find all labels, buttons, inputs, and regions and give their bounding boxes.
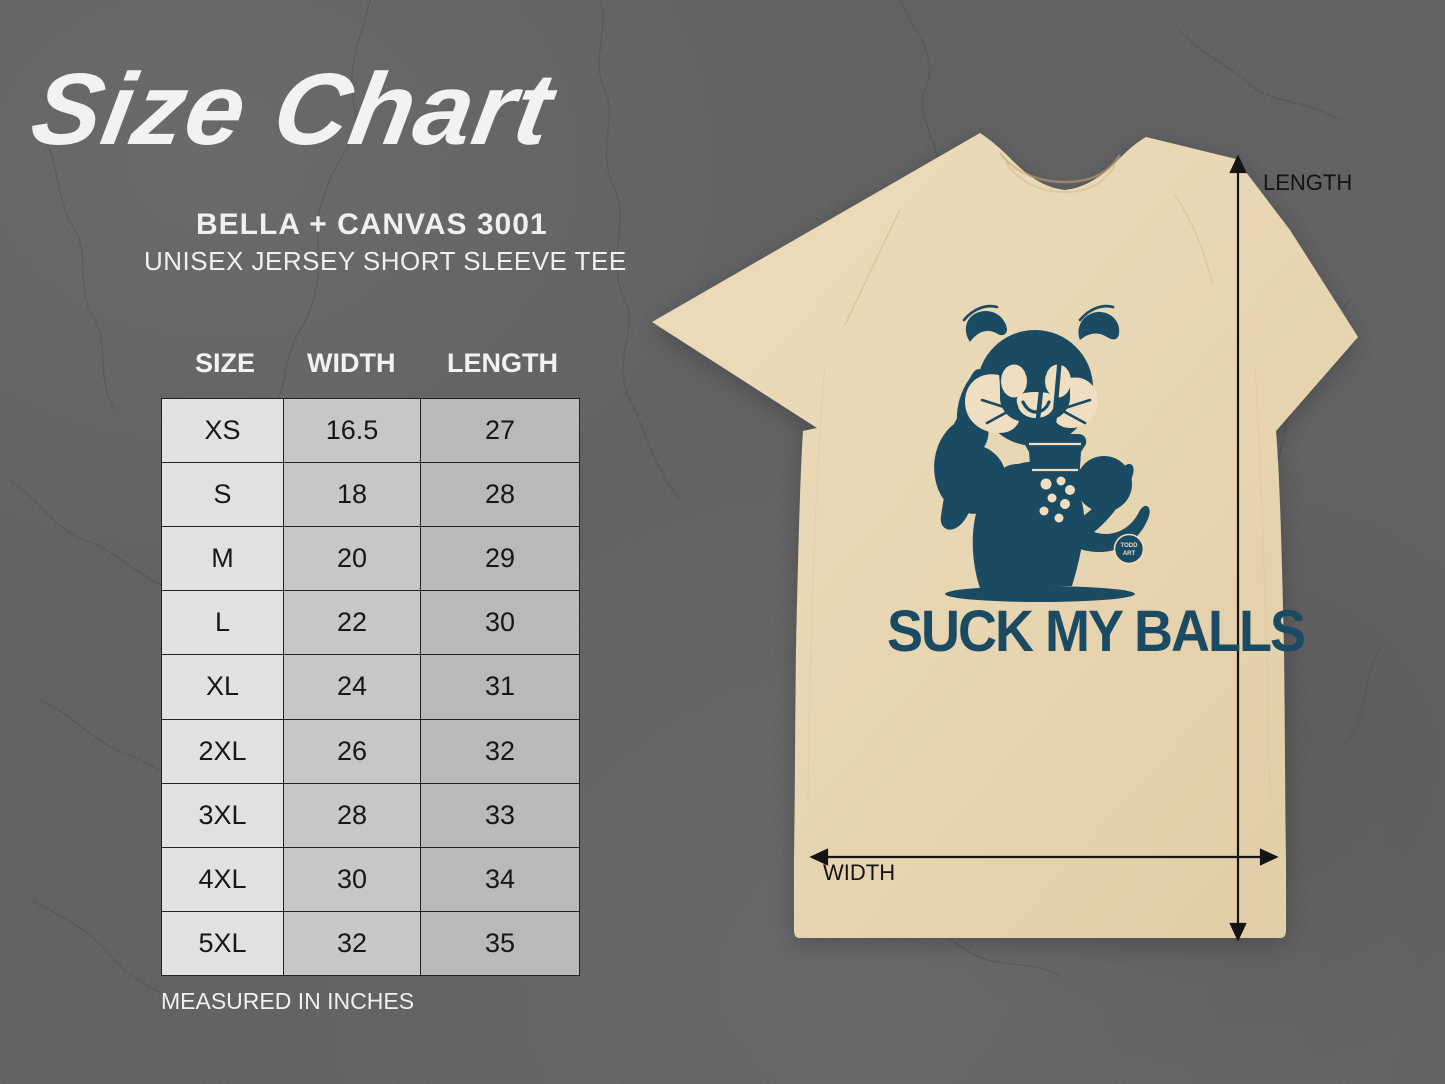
svg-text:LENGTH: LENGTH [1263,170,1352,195]
svg-text:ART: ART [1123,551,1136,557]
svg-text:WIDTH: WIDTH [823,860,895,885]
svg-text:TODD: TODD [1121,543,1139,549]
